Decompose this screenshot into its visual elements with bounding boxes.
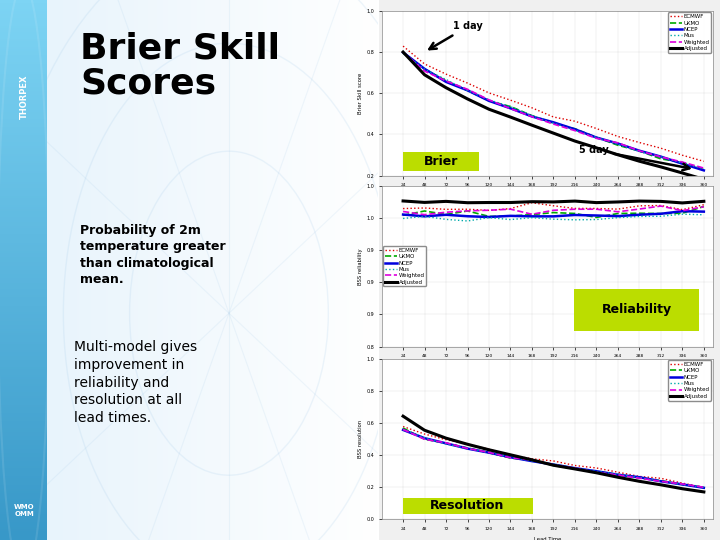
- FancyBboxPatch shape: [403, 152, 480, 171]
- Text: WMO
OMM: WMO OMM: [14, 503, 35, 517]
- Text: 5 day: 5 day: [579, 145, 690, 170]
- Legend: ECMWF, UKMO, NCEP, Mus, Weighted, Adjusted: ECMWF, UKMO, NCEP, Mus, Weighted, Adjust…: [668, 12, 711, 53]
- Y-axis label: BSS reliability: BSS reliability: [359, 248, 364, 285]
- Legend: ECMWF, UKMO, NCEP, Mus, Weighted, Adjusted: ECMWF, UKMO, NCEP, Mus, Weighted, Adjust…: [383, 246, 426, 286]
- Text: Multi-model gives
improvement in
reliability and
resolution at all
lead times.: Multi-model gives improvement in reliabi…: [73, 340, 197, 425]
- Legend: ECMWF, UKMO, NCEP, Mus, Weighted, Adjusted: ECMWF, UKMO, NCEP, Mus, Weighted, Adjust…: [668, 360, 711, 401]
- Text: 1 day: 1 day: [429, 21, 483, 49]
- X-axis label: Lead Time: Lead Time: [534, 193, 561, 198]
- Text: Brier: Brier: [423, 155, 458, 168]
- Text: Probability of 2m
temperature greater
than climatological
mean.: Probability of 2m temperature greater th…: [80, 224, 225, 286]
- Text: Reliability: Reliability: [602, 303, 672, 316]
- Text: Brier Skill
Scores: Brier Skill Scores: [80, 31, 280, 100]
- X-axis label: Lead Time: Lead Time: [534, 364, 561, 369]
- FancyBboxPatch shape: [574, 289, 699, 330]
- Y-axis label: BSS resolution: BSS resolution: [359, 420, 364, 458]
- Text: THORPEX: THORPEX: [20, 75, 29, 119]
- Text: Resolution: Resolution: [431, 500, 505, 512]
- X-axis label: Lead Time: Lead Time: [534, 537, 561, 540]
- Y-axis label: Brier Skill score: Brier Skill score: [359, 72, 364, 114]
- FancyBboxPatch shape: [403, 498, 533, 514]
